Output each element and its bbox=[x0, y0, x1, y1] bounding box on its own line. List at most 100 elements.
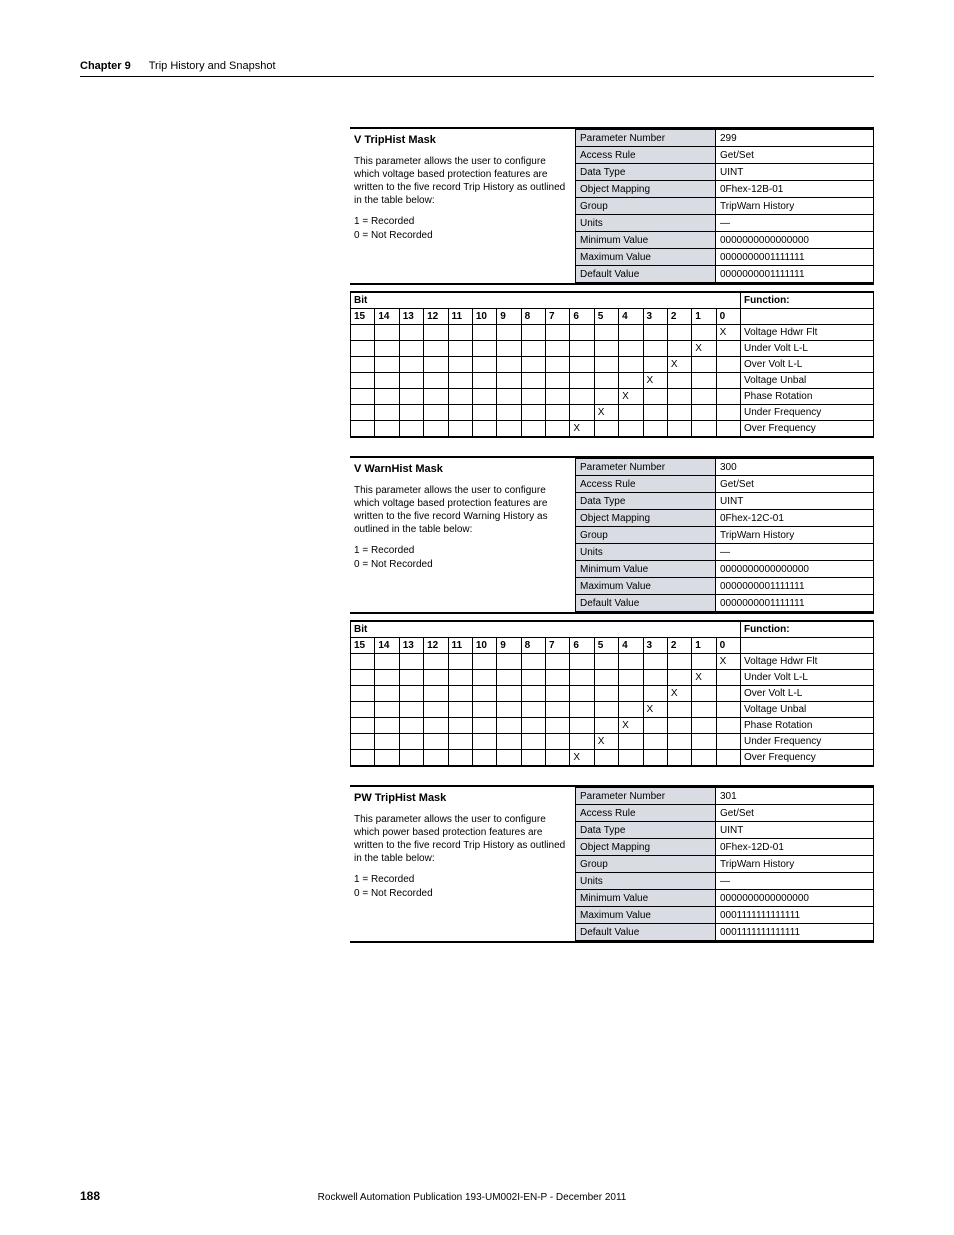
bit-cell bbox=[594, 718, 618, 734]
bit-cell: X bbox=[594, 734, 618, 750]
bit-col-label: 15 bbox=[351, 309, 375, 325]
bit-cell bbox=[546, 702, 570, 718]
bit-table: BitFunction:1514131211109876543210XVolta… bbox=[350, 620, 874, 767]
bit-cell bbox=[570, 654, 594, 670]
parameter-table: Parameter Number301Access RuleGet/SetDat… bbox=[575, 787, 874, 941]
bit-cell bbox=[497, 686, 521, 702]
function-label: Over Frequency bbox=[741, 750, 874, 767]
bit-cell bbox=[546, 357, 570, 373]
bit-cell bbox=[472, 389, 496, 405]
bit-cell bbox=[619, 357, 643, 373]
bit-col-label: 6 bbox=[570, 309, 594, 325]
table-row: XVoltage Hdwr Flt bbox=[351, 654, 874, 670]
bit-col-label: 3 bbox=[643, 309, 667, 325]
bit-cell bbox=[667, 702, 691, 718]
bit-cell bbox=[375, 750, 399, 767]
bit-cell bbox=[692, 750, 716, 767]
bit-cell bbox=[448, 686, 472, 702]
param-key: Units bbox=[576, 544, 716, 561]
bit-col-label: 1 bbox=[692, 309, 716, 325]
bit-cell bbox=[643, 670, 667, 686]
bit-cell bbox=[424, 421, 448, 438]
bit-col-label: 2 bbox=[667, 638, 691, 654]
bit-cell bbox=[497, 421, 521, 438]
parameter-description: V WarnHist MaskThis parameter allows the… bbox=[350, 458, 575, 612]
param-key: Maximum Value bbox=[576, 249, 716, 266]
param-value: — bbox=[716, 544, 874, 561]
param-value: — bbox=[716, 215, 874, 232]
bit-cell bbox=[667, 718, 691, 734]
param-key: Minimum Value bbox=[576, 232, 716, 249]
bit-cell bbox=[497, 702, 521, 718]
table-row: Units— bbox=[576, 544, 874, 561]
bit-cell bbox=[570, 670, 594, 686]
bit-cell bbox=[692, 654, 716, 670]
param-key: Minimum Value bbox=[576, 561, 716, 578]
bit-cell: X bbox=[619, 718, 643, 734]
param-value: UINT bbox=[716, 164, 874, 181]
bit-cell: X bbox=[716, 654, 740, 670]
param-value: TripWarn History bbox=[716, 856, 874, 873]
bit-cell bbox=[546, 421, 570, 438]
table-row: Object Mapping0Fhex-12C-01 bbox=[576, 510, 874, 527]
bit-cell bbox=[375, 686, 399, 702]
bit-col-label: 13 bbox=[399, 309, 423, 325]
bit-cell bbox=[643, 389, 667, 405]
table-row: Default Value0000000001111111 bbox=[576, 595, 874, 612]
bit-cell bbox=[667, 734, 691, 750]
bit-cell bbox=[570, 405, 594, 421]
bit-cell: X bbox=[716, 325, 740, 341]
bit-cell bbox=[424, 734, 448, 750]
bit-cell bbox=[472, 734, 496, 750]
function-label: Under Volt L-L bbox=[741, 341, 874, 357]
parameter-title: V TripHist Mask bbox=[354, 133, 567, 147]
bit-cell bbox=[570, 702, 594, 718]
bit-cell bbox=[716, 421, 740, 438]
bit-cell bbox=[351, 373, 375, 389]
table-row: XOver Volt L-L bbox=[351, 686, 874, 702]
bit-cell bbox=[399, 686, 423, 702]
bit-cell bbox=[619, 670, 643, 686]
bit-cell bbox=[424, 357, 448, 373]
bit-cell bbox=[424, 702, 448, 718]
bit-col-label: 4 bbox=[619, 309, 643, 325]
param-key: Units bbox=[576, 873, 716, 890]
bit-cell bbox=[546, 341, 570, 357]
bit-cell bbox=[521, 718, 545, 734]
bit-cell bbox=[619, 373, 643, 389]
bit-col-label: 0 bbox=[716, 638, 740, 654]
table-row: XUnder Volt L-L bbox=[351, 341, 874, 357]
function-header: Function: bbox=[741, 292, 874, 309]
bit-col-label: 14 bbox=[375, 638, 399, 654]
table-row: XPhase Rotation bbox=[351, 389, 874, 405]
table-row: Access RuleGet/Set bbox=[576, 805, 874, 822]
bit-cell bbox=[448, 373, 472, 389]
bit-cell bbox=[594, 670, 618, 686]
bit-cell bbox=[375, 421, 399, 438]
table-row: XOver Frequency bbox=[351, 421, 874, 438]
table-row: Maximum Value0000000001111111 bbox=[576, 249, 874, 266]
bit-col-label: 13 bbox=[399, 638, 423, 654]
bit-cell bbox=[351, 734, 375, 750]
function-label: Over Frequency bbox=[741, 421, 874, 438]
bit-cell bbox=[692, 357, 716, 373]
parameter-table: Parameter Number300Access RuleGet/SetDat… bbox=[575, 458, 874, 612]
bit-cell bbox=[375, 654, 399, 670]
param-value: 0Fhex-12C-01 bbox=[716, 510, 874, 527]
bit-cell bbox=[448, 325, 472, 341]
bit-cell bbox=[472, 702, 496, 718]
bit-col-label: 6 bbox=[570, 638, 594, 654]
bit-cell bbox=[375, 405, 399, 421]
bit-cell bbox=[472, 654, 496, 670]
bit-col-label: 9 bbox=[497, 309, 521, 325]
param-key: Data Type bbox=[576, 164, 716, 181]
bit-cell bbox=[667, 750, 691, 767]
bit-cell bbox=[667, 341, 691, 357]
bit-cell bbox=[570, 718, 594, 734]
bit-cell bbox=[546, 654, 570, 670]
param-value: 299 bbox=[716, 130, 874, 147]
bit-cell bbox=[497, 405, 521, 421]
bit-col-label: 12 bbox=[424, 638, 448, 654]
table-row: Units— bbox=[576, 873, 874, 890]
bit-cell bbox=[375, 373, 399, 389]
